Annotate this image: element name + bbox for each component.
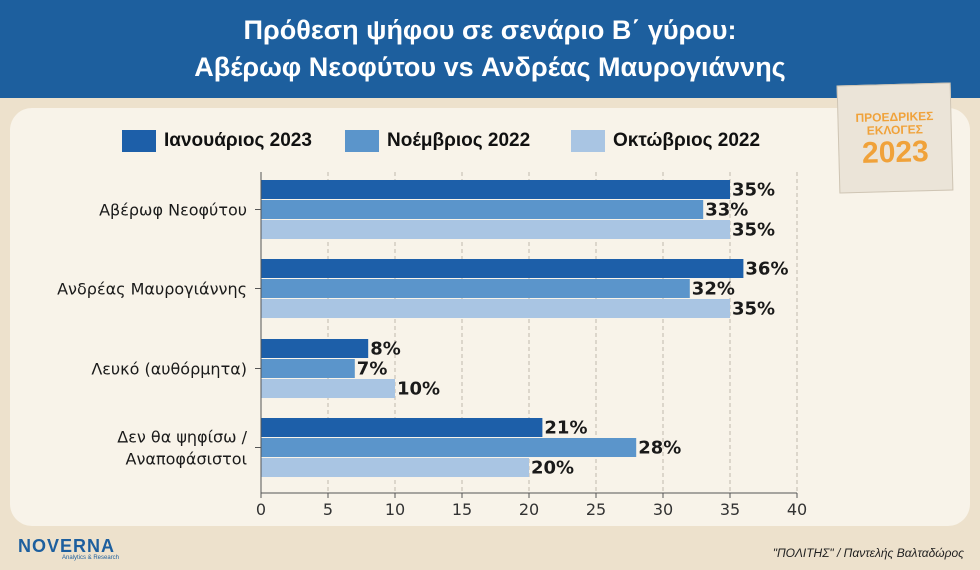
title-line-2: Αβέρωφ Νεοφύτου vs Ανδρέας Μαυρογιάννης: [194, 52, 786, 82]
bar: [261, 220, 730, 239]
category-label: Δεν θα ψηφίσω /: [117, 428, 247, 447]
bar: [261, 418, 543, 437]
bar-value-label: 35%: [732, 299, 775, 320]
legend-label-series-1: Ιανουάριος 2023: [164, 130, 312, 151]
legend-swatch-series-2: [345, 130, 379, 152]
x-tick-label: 15: [452, 500, 472, 519]
bar-value-label: 28%: [638, 438, 681, 459]
bar-value-label: 35%: [732, 180, 775, 201]
x-tick-label: 30: [653, 500, 673, 519]
bar: [261, 200, 704, 219]
bar: [261, 339, 369, 358]
legend-swatch-series-1: [122, 130, 156, 152]
chart-title: Πρόθεση ψήφου σε σενάριο Β΄ γύρου: Αβέρω…: [0, 12, 980, 86]
bar: [261, 180, 730, 199]
bar-value-label: 32%: [692, 279, 735, 300]
category-label: Αβέρωφ Νεοφύτου: [99, 201, 247, 220]
noverna-logo: NOVERNA: [18, 536, 116, 556]
legend-swatch-series-3: [571, 130, 605, 152]
x-tick-label: 20: [519, 500, 539, 519]
noverna-logo-subtitle: Analytics & Research: [62, 555, 120, 561]
category-label: Ανδρέας Μαυρογιάννης: [57, 280, 247, 299]
x-tick-label: 35: [720, 500, 740, 519]
bar-value-label: 36%: [745, 259, 788, 280]
x-tick-label: 5: [323, 500, 333, 519]
bar: [261, 259, 744, 278]
bar: [261, 279, 690, 298]
bar: [261, 458, 529, 477]
bar-value-label: 33%: [705, 200, 748, 221]
header-banner: Πρόθεση ψήφου σε σενάριο Β΄ γύρου: Αβέρω…: [0, 0, 980, 98]
x-tick-label: 25: [586, 500, 606, 519]
bar: [261, 438, 637, 457]
bar-value-label: 7%: [357, 359, 388, 380]
legend-label-series-2: Νοέμβριος 2022: [387, 130, 531, 151]
x-tick-label: 10: [385, 500, 405, 519]
category-label: Λευκό (αυθόρμητα): [91, 360, 247, 379]
legend-label-series-3: Οκτώβριος 2022: [613, 130, 761, 151]
x-tick-label: 0: [256, 500, 266, 519]
bar: [261, 299, 730, 318]
source-credit: "ΠΟΛΙΤΗΣ" / Παντελής Βαλταδώρος: [772, 546, 964, 560]
bar-value-label: 21%: [544, 418, 587, 439]
bar: [261, 359, 355, 378]
x-tick-label: 40: [787, 500, 807, 519]
bar-value-label: 35%: [732, 220, 775, 241]
bar-value-label: 10%: [397, 379, 440, 400]
bar-value-label: 20%: [531, 458, 574, 479]
title-line-1: Πρόθεση ψήφου σε σενάριο Β΄ γύρου:: [243, 15, 737, 45]
bar: [261, 379, 395, 398]
bar-value-label: 8%: [370, 339, 401, 360]
category-label: Αναποφάσιστοι: [126, 450, 247, 469]
